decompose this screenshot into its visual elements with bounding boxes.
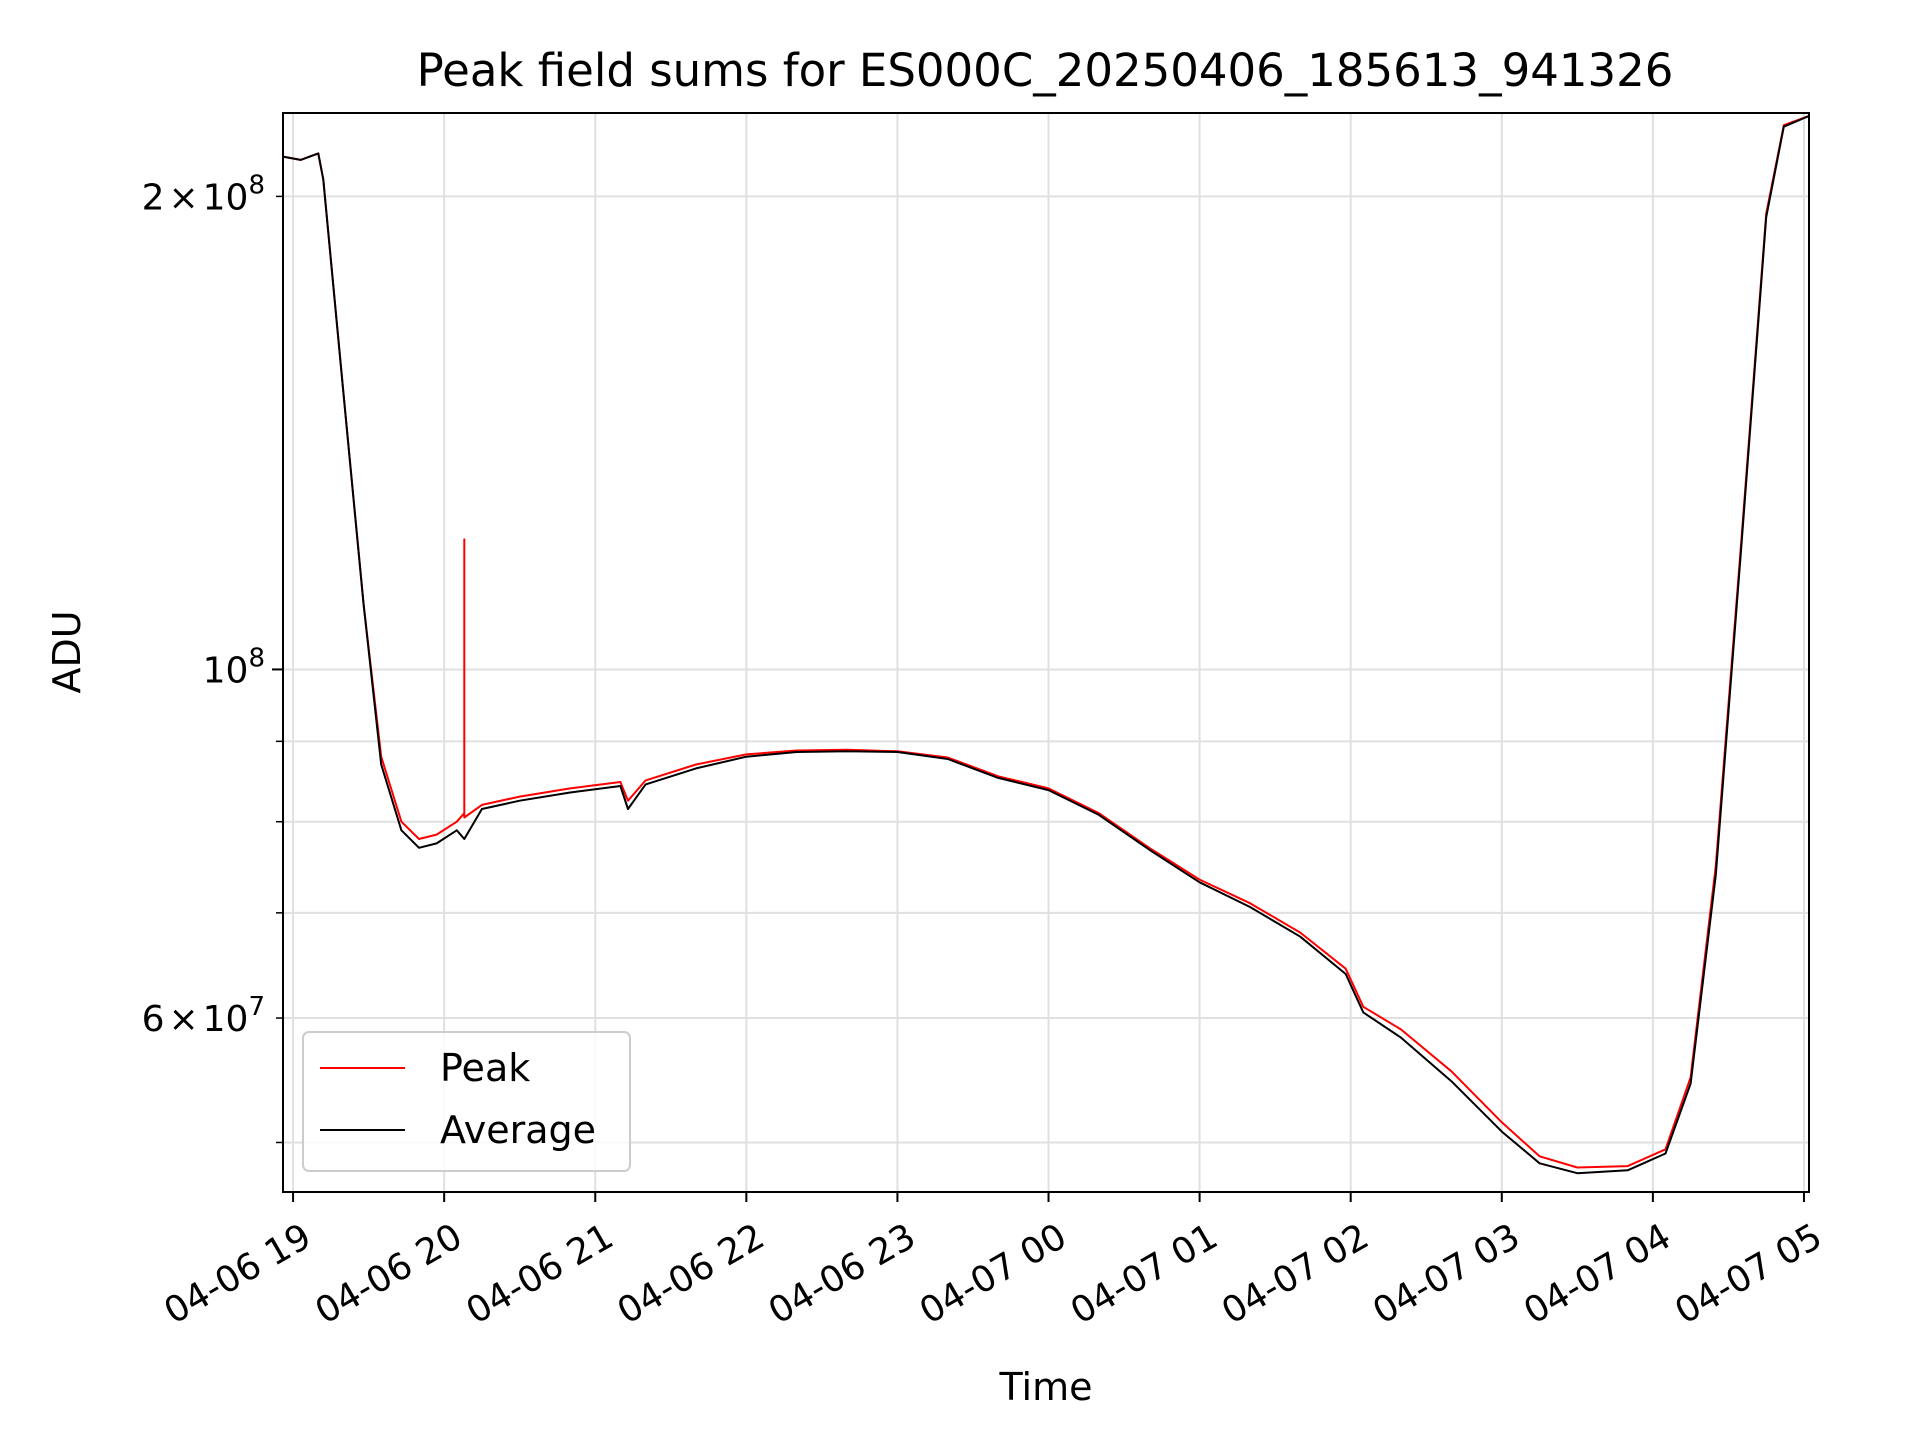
y-tick-exp: 7: [248, 992, 265, 1022]
series-layer: [282, 115, 1810, 1175]
y-tick-base: 10: [203, 650, 249, 691]
y-tick-mantissa: 6: [142, 999, 165, 1040]
y-tick-mantissa: 2: [142, 177, 165, 218]
y-tick-times: ×: [168, 999, 198, 1040]
legend-label-average: Average: [440, 1108, 596, 1152]
y-tick-exp: 8: [248, 643, 265, 673]
legend: Peak Average: [302, 1031, 631, 1172]
y-tick-times: ×: [168, 177, 198, 218]
x-axis-label: Time: [999, 1365, 1093, 1409]
y-axis-label: ADU: [45, 610, 89, 693]
legend-label-peak: Peak: [440, 1046, 530, 1090]
y-tick-exp: 8: [248, 170, 265, 200]
axes-frame: [282, 112, 1810, 1193]
chart-title: Peak field sums for ES000C_20250406_1856…: [417, 44, 1674, 97]
legend-frame: [302, 1031, 631, 1172]
y-tick-label: 108: [203, 643, 265, 691]
series-line-peak: [282, 115, 1810, 1169]
grid: [283, 113, 1809, 1192]
y-tick-label: 2 × 108: [142, 170, 265, 218]
y-tick-base: 10: [203, 177, 249, 218]
series-line-average: [282, 115, 1810, 1175]
y-tick-label: 6 × 107: [142, 992, 265, 1040]
axes-background: [283, 113, 1809, 1192]
y-tick-base: 10: [203, 999, 249, 1040]
